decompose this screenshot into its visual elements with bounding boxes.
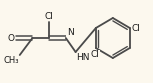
Text: N: N [67, 28, 74, 37]
Text: Cl: Cl [132, 23, 141, 33]
Text: HN: HN [77, 53, 90, 62]
Text: O: O [8, 34, 15, 42]
Text: CH₃: CH₃ [3, 56, 19, 65]
Text: Cl: Cl [45, 12, 54, 21]
Text: Cl: Cl [90, 50, 99, 59]
